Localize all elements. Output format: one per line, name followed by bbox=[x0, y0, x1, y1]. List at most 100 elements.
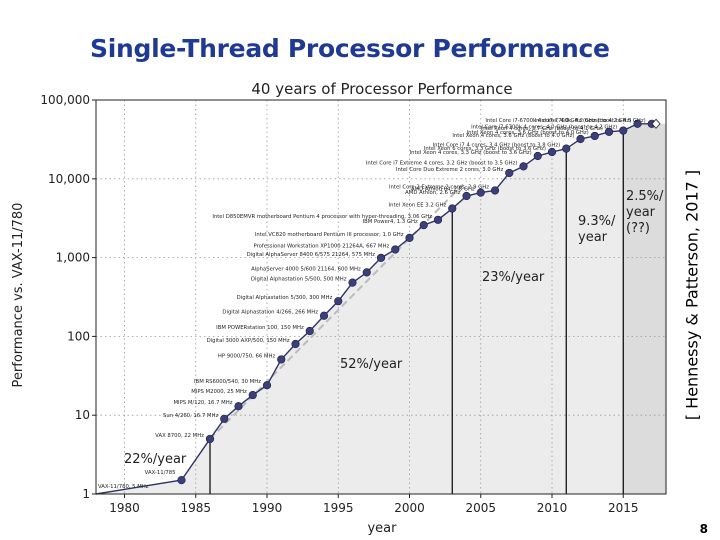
era-label: year bbox=[626, 205, 656, 220]
data-point bbox=[448, 204, 457, 213]
point-label: Intel Core i7-6700k 4 cores, 4.0 GHz (bo… bbox=[471, 125, 617, 131]
point-label: Digital 3000 AXP/500, 150 MHz bbox=[207, 338, 290, 344]
x-tick-label: 2005 bbox=[465, 501, 496, 515]
point-label: Digital Alphastation 5/500, 500 MHz bbox=[251, 277, 347, 283]
data-point bbox=[205, 434, 215, 444]
point-label: VAX-11/785 bbox=[145, 470, 176, 476]
data-point bbox=[533, 151, 542, 161]
data-point bbox=[376, 253, 386, 262]
citation: [ Hennessy & Patterson, 2017 ] bbox=[682, 169, 702, 421]
data-point bbox=[519, 162, 528, 171]
series-polyline bbox=[95, 123, 652, 495]
plot-frame bbox=[95, 99, 667, 495]
era-label: (??) bbox=[626, 221, 650, 236]
chart-title: 40 years of Processor Performance bbox=[251, 80, 512, 98]
x-axis-label: year bbox=[367, 521, 397, 536]
point-label: Intel VC820 motherboard Pentium III proc… bbox=[255, 232, 404, 238]
data-point bbox=[405, 233, 414, 242]
series-line bbox=[95, 123, 652, 495]
point-label: Intel Core 2 Extreme 2 cores, 2.9 GHz bbox=[389, 184, 489, 190]
y-tick-label: 10 bbox=[75, 408, 90, 422]
x-tick-label: 1995 bbox=[323, 501, 354, 515]
data-point bbox=[348, 278, 357, 287]
era-label: 22%/year bbox=[124, 452, 187, 467]
point-label: MIPS M2000, 25 MHz bbox=[191, 389, 247, 395]
data-point bbox=[391, 245, 400, 254]
y-axis-label: Performance vs. VAX-11/780 bbox=[11, 203, 26, 388]
era-label: 23%/year bbox=[482, 270, 545, 285]
data-point bbox=[490, 186, 500, 195]
point-label: Intel i7-7700k, 4.2 GHz (boost to 4.5 GH… bbox=[535, 118, 646, 124]
era-label: 9.3%/ bbox=[578, 214, 616, 229]
data-point bbox=[547, 147, 557, 157]
data-point bbox=[476, 188, 485, 197]
point-label: Intel D850EMVR motherboard Pentium 4 pro… bbox=[212, 214, 432, 220]
y-tick-label: 1,000 bbox=[56, 251, 90, 265]
projection-marker bbox=[651, 118, 661, 129]
y-tick-label: 100 bbox=[67, 329, 90, 343]
point-label: Intel Core i7-6700k 4 cores, 4.0 GHz (bo… bbox=[485, 118, 631, 124]
point-label: VAX 8700, 22 MHz bbox=[155, 433, 204, 439]
point-label: Digital AlphaServer 8400 6/575 21264, 57… bbox=[247, 252, 376, 258]
point-label: IBM Power4, 1.3 GHz bbox=[363, 219, 418, 225]
era-label-line2: year bbox=[578, 230, 608, 245]
data-point bbox=[177, 476, 186, 485]
point-label: Intel Xeon 4 cores, 3.3 GHz (boost to 3.… bbox=[410, 150, 532, 156]
point-label: Professional Workstation XP1000 21264A, … bbox=[253, 244, 389, 250]
data-point bbox=[419, 221, 428, 230]
point-label: Intel Xeon 4 cores, 3.6 GHz (boost to 4.… bbox=[452, 133, 574, 139]
point-label: Intel Xeon 4 cores, 3.6 GHz (boost to 4.… bbox=[467, 130, 589, 136]
data-point bbox=[248, 390, 257, 400]
data-point bbox=[362, 268, 371, 277]
point-label: AlphaServer 4000 5/600 21164, 600 MHz bbox=[251, 266, 361, 272]
data-point bbox=[604, 127, 614, 136]
data-point bbox=[462, 191, 471, 201]
data-point bbox=[562, 144, 571, 153]
point-label: Intel Core i7 Extreme 4 cores, 3.2 GHz (… bbox=[366, 160, 518, 166]
point-label: Digital Alphastation 5/300, 300 MHz bbox=[237, 295, 333, 301]
point-label: VAX-11/780, 5 MHz bbox=[98, 484, 149, 490]
point-label: AMD Athlon 64, 2.8 GHz bbox=[411, 187, 475, 193]
point-label: Intel Core Duo Extreme 2 cores, 3.0 GHz bbox=[396, 167, 504, 173]
point-label: MIPS M/120, 16.7 MHz bbox=[173, 400, 232, 406]
point-label: IBM POWERstation 100, 150 MHz bbox=[216, 325, 304, 331]
point-label: Digital Alphastation 4/266, 266 MHz bbox=[222, 310, 318, 316]
point-label: Intel Xeon 6 cores, 3.3 GHz (boost to 3.… bbox=[424, 146, 546, 152]
y-tick-label: 10,000 bbox=[48, 172, 90, 186]
slide-title: Single-Thread Processor Performance bbox=[90, 34, 610, 63]
data-point bbox=[633, 119, 642, 128]
data-point bbox=[234, 402, 243, 411]
point-label: HP 9000/750, 66 MHz bbox=[218, 353, 276, 359]
era-dividers bbox=[209, 130, 624, 494]
data-point bbox=[262, 381, 272, 390]
data-point bbox=[576, 134, 585, 144]
data-point bbox=[334, 297, 343, 306]
x-tick-label: 1990 bbox=[252, 501, 283, 515]
era-band-recent bbox=[623, 123, 666, 494]
point-label: Sun 4/260, 16.7 MHz bbox=[163, 413, 218, 419]
era-labels: 22%/year52%/year23%/year9.3%/year2.5%/ye… bbox=[124, 189, 664, 467]
x-tick-label: 1980 bbox=[109, 501, 140, 515]
point-label: AMD Athlon, 2.6 GHz bbox=[405, 190, 461, 196]
y-tick-label: 1 bbox=[82, 487, 90, 501]
area-under-curve bbox=[96, 123, 666, 494]
data-point bbox=[619, 126, 628, 135]
era-label: 2.5%/ bbox=[626, 189, 664, 204]
point-label: Intel Core i7 4 cores, 3.4 GHz (boost to… bbox=[433, 143, 561, 149]
x-tick-label: 2010 bbox=[537, 501, 568, 515]
data-point bbox=[505, 168, 514, 178]
axes: 1980 1985 1990 1995 2000 2005 2010 2015 1 10 100 1,… bbox=[40, 93, 667, 515]
data-point bbox=[433, 215, 443, 224]
point-label: Intel Xeon EE 3.2 GHz bbox=[389, 203, 447, 209]
x-tick-label: 1985 bbox=[180, 501, 211, 515]
data-point bbox=[305, 326, 314, 336]
x-tick-label: 2000 bbox=[394, 501, 425, 515]
y-tick-label: 100,000 bbox=[40, 93, 90, 107]
point-label: Intel Xeon 4 cores, 3.7 GHz (boost to 4.… bbox=[481, 126, 603, 132]
page-number: 8 bbox=[699, 522, 708, 536]
era-label: 52%/year bbox=[340, 357, 403, 372]
data-point bbox=[590, 131, 599, 141]
data-point bbox=[319, 311, 329, 320]
data-point bbox=[220, 414, 229, 423]
